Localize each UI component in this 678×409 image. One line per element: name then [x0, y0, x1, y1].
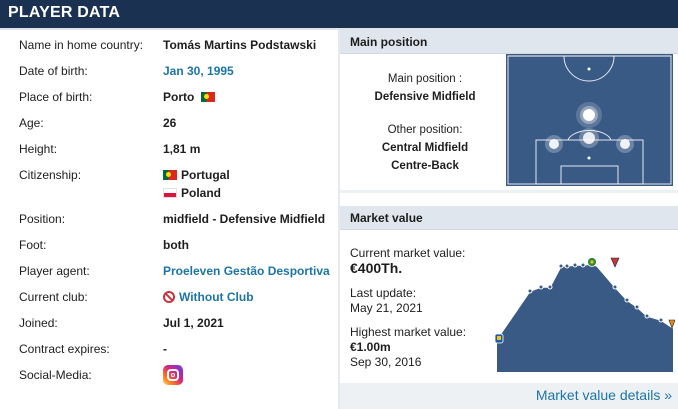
club-crest-icon — [587, 257, 597, 267]
position-value: midfield - Defensive Midfield — [163, 212, 326, 226]
chart-point — [580, 262, 586, 268]
height-label: Height: — [19, 142, 58, 156]
player-data-list: Name in home country: Tomás Martins Pods… — [0, 30, 338, 409]
chart-point — [572, 262, 578, 268]
highest-mv-date: Sep 30, 2016 — [350, 355, 422, 369]
chart-point — [547, 284, 553, 290]
right-column: Main position Main position : Defensive … — [340, 30, 678, 409]
chart-point — [612, 284, 618, 290]
foot-label: Foot: — [19, 238, 47, 252]
market-value-heading: Market value — [350, 211, 423, 225]
age-label: Age: — [19, 116, 44, 130]
agent-label: Player agent: — [19, 264, 90, 278]
citizenship-text-1: Portugal — [181, 168, 230, 182]
citizenship-text-2: Poland — [181, 186, 222, 200]
contract-label: Contract expires: — [19, 342, 110, 356]
other-position-2: Centre-Back — [391, 160, 459, 172]
main-position-header: Main position — [340, 30, 678, 54]
dob-label: Date of birth: — [19, 64, 88, 78]
current-mv-label: Current market value: — [350, 246, 466, 260]
main-position-label: Main position : — [387, 73, 463, 85]
portugal-flag-icon — [200, 92, 215, 102]
highest-mv-value: €1.00m — [350, 340, 391, 354]
agent-link[interactable]: Proeleven Gestão Desportiva — [163, 264, 330, 278]
position-markers — [545, 102, 634, 153]
dob-link[interactable]: Jan 30, 1995 — [163, 64, 234, 78]
main-position-value-wrap: Defensive Midfield — [340, 89, 510, 106]
other-position-1: Central Midfield — [381, 142, 469, 154]
club-link[interactable]: Without Club — [163, 290, 254, 304]
birthplace-label: Place of birth: — [19, 90, 93, 104]
name-value: Tomás Martins Podstawski — [163, 38, 317, 52]
foot-value: both — [163, 238, 189, 252]
section-title: Player data — [8, 4, 121, 21]
club-crest-icon — [610, 257, 675, 329]
club-label: Current club: — [19, 290, 88, 304]
citizenship-value-1: Portugal — [163, 168, 230, 182]
other-position-1-wrap: Central Midfield — [340, 140, 510, 157]
instagram-icon[interactable] — [163, 365, 183, 385]
market-value-header: Market value — [340, 206, 678, 230]
position-pitch — [506, 54, 673, 186]
market-value-chart[interactable] — [475, 254, 675, 376]
age-value: 26 — [163, 116, 177, 130]
chart-point — [658, 317, 664, 323]
joined-value: Jul 1, 2021 — [163, 316, 224, 330]
section-header: Player data — [0, 0, 678, 28]
birthplace-text: Porto — [163, 90, 195, 104]
citizenship-label: Citizenship: — [19, 168, 82, 182]
other-position-label: Other position: — [387, 124, 463, 136]
chart-point — [644, 313, 650, 319]
header-rule — [0, 28, 678, 30]
chart-point — [558, 263, 564, 269]
joined-label: Joined: — [19, 316, 58, 330]
highest-mv-label: Highest market value: — [350, 325, 467, 339]
panel-separator — [340, 190, 678, 193]
market-value-details-link[interactable]: Market value details » — [535, 387, 672, 403]
other-position-2-wrap: Centre-Back — [340, 158, 510, 175]
column-divider — [338, 30, 340, 409]
position-label: Position: — [19, 212, 66, 226]
without-club-icon — [163, 291, 175, 303]
chart-area — [497, 264, 673, 372]
chart-point — [564, 263, 570, 269]
name-label: Name in home country: — [19, 38, 144, 52]
portugal-flag-icon — [163, 170, 177, 180]
main-position-heading: Main position — [350, 35, 428, 49]
last-update-value: May 21, 2021 — [350, 301, 423, 315]
birthplace-value: Porto — [163, 90, 219, 104]
club-text: Without Club — [179, 290, 254, 304]
citizenship-value-2: Poland — [163, 186, 221, 200]
social-label: Social-Media: — [19, 368, 92, 382]
height-value: 1,81 m — [163, 142, 201, 156]
contract-value: - — [163, 342, 167, 356]
chart-point — [527, 288, 533, 294]
last-update-label: Last update: — [350, 286, 417, 300]
chart-point — [634, 304, 640, 310]
chart-point — [538, 284, 544, 290]
club-crest-icon — [494, 333, 504, 344]
details-bar — [340, 383, 678, 409]
chart-point — [624, 297, 630, 303]
current-mv-value: €400Th. — [350, 260, 403, 276]
main-position-value: Defensive Midfield — [374, 91, 476, 103]
poland-flag-icon — [163, 188, 177, 198]
